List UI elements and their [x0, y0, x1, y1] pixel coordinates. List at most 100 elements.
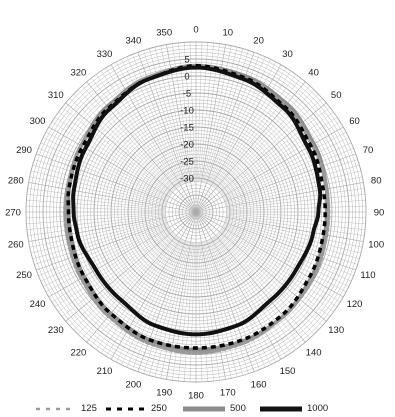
grid-spoke: [116, 238, 182, 363]
legend-item-1000: 1000: [258, 402, 328, 415]
angle-tick-label: 30: [282, 49, 293, 60]
grid-spoke: [197, 242, 209, 382]
grid-spoke: [226, 216, 365, 236]
angle-tick-label: 340: [125, 36, 141, 47]
grid-spoke: [199, 242, 214, 382]
grid-spoke: [91, 77, 178, 188]
grid-spoke: [217, 233, 315, 335]
angle-tick-label: 130: [328, 325, 344, 336]
grid-spoke: [226, 213, 366, 225]
grid-spoke: [82, 85, 176, 190]
grid-spoke: [226, 215, 366, 230]
angle-tick-label: 280: [8, 176, 24, 187]
angle-tick-label: 160: [251, 380, 267, 391]
angle-tick-label: 200: [125, 380, 141, 391]
angle-tick-label: 20: [253, 36, 264, 47]
grid-spoke: [208, 56, 266, 185]
grid-spoke: [45, 132, 170, 198]
grid-spoke: [225, 170, 361, 205]
grid-spoke: [220, 111, 334, 195]
angle-tick-label: 320: [70, 67, 86, 78]
radial-tick-label: -20: [180, 140, 194, 151]
legend-label-1000: 1000: [307, 403, 329, 414]
grid-spoke: [225, 159, 358, 203]
angle-tick-label: 220: [70, 348, 86, 359]
grid-spoke: [205, 241, 249, 374]
grid-spoke: [61, 107, 172, 194]
grid-spoke: [204, 241, 244, 376]
grid-spoke: [51, 121, 171, 196]
angle-tick-label: 180: [188, 391, 204, 401]
grid-spoke: [225, 221, 358, 265]
polar-chart: 50-5-10-15-20-25-30 0 1020304050607080901…: [5, 25, 384, 401]
grid-spoke: [202, 241, 232, 379]
grid-spoke: [26, 194, 166, 209]
grid-spoke: [195, 102, 327, 213]
grid-spoke: [154, 47, 189, 183]
radial-tick-label: -10: [180, 106, 194, 117]
grid-spoke: [183, 242, 195, 382]
grid-spoke: [207, 54, 260, 184]
grid-spoke: [221, 228, 338, 308]
grid-spoke: [69, 98, 174, 192]
angle-tick-label: 350: [156, 27, 172, 38]
grid-spoke: [216, 234, 310, 339]
grid-spoke: [29, 218, 167, 248]
angle-tick-label: 170: [220, 388, 236, 399]
grid-spoke: [189, 242, 196, 382]
grid-spoke: [220, 107, 331, 194]
grid-spoke: [38, 223, 168, 276]
grid-spoke: [31, 170, 167, 205]
angle-tick-label: 190: [156, 388, 172, 399]
grid-spoke: [160, 45, 190, 183]
grid-spoke: [220, 230, 331, 317]
angle-tick-label: 250: [16, 270, 32, 281]
grid-spoke: [58, 111, 172, 195]
angle-tick-label: 50: [331, 90, 342, 101]
grid-spoke: [220, 229, 334, 313]
grid-spoke: [126, 239, 184, 368]
grid-spoke: [110, 211, 197, 360]
grid-spoke: [100, 237, 180, 354]
grid-spoke: [95, 74, 179, 188]
angle-tick-label: 270: [5, 208, 21, 219]
grid-spoke: [26, 212, 166, 219]
grid-spoke: [225, 220, 360, 260]
grid-spoke: [28, 211, 197, 242]
grid-spoke: [195, 182, 364, 213]
grid-spoke: [207, 240, 260, 370]
grid-spoke: [82, 234, 176, 339]
grid-spoke: [221, 116, 338, 196]
grid-spoke: [195, 211, 255, 372]
grid-spoke: [29, 176, 167, 206]
grid-spoke: [100, 70, 180, 187]
grid-spoke: [48, 126, 197, 213]
grid-spoke: [210, 61, 276, 186]
grid-spoke: [203, 241, 238, 377]
grid-spoke: [224, 223, 354, 276]
radial-tick-label: -15: [180, 123, 194, 134]
grid-spoke: [208, 239, 266, 368]
grid-spoke: [105, 237, 180, 357]
grid-spoke: [209, 59, 271, 185]
angle-tick-label: 290: [16, 145, 32, 156]
grid-spoke: [195, 211, 282, 360]
grid-spoke: [137, 211, 197, 372]
angle-tick-label: 70: [363, 145, 374, 156]
radial-tick-label: -30: [180, 174, 194, 185]
grid-spoke: [65, 102, 197, 213]
grid-spoke: [221, 228, 341, 303]
grid-spoke: [69, 232, 174, 326]
grid-spoke: [36, 211, 197, 271]
angle-tick-label: 60: [349, 116, 360, 127]
grid-spoke: [116, 61, 182, 186]
grid-spoke: [225, 164, 360, 204]
legend-swatch-250: [106, 407, 146, 410]
angle-tick-label: 230: [48, 325, 64, 336]
angle-tick-label: 110: [360, 270, 375, 281]
grid-spoke: [132, 240, 185, 370]
grid-spoke: [225, 176, 363, 206]
grid-spoke: [217, 89, 315, 191]
grid-spoke: [43, 225, 169, 287]
grid-spoke: [204, 48, 244, 183]
